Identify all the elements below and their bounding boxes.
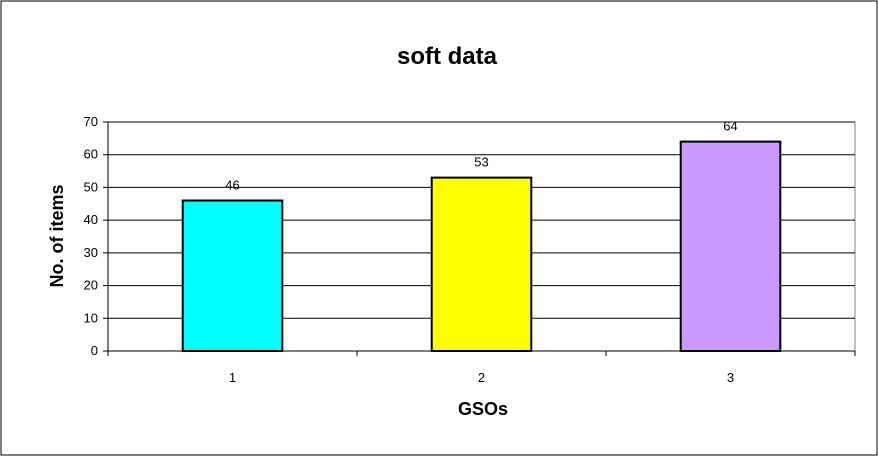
y-tick-label: 30 <box>84 245 98 260</box>
y-axis-title: No. of items <box>47 184 67 287</box>
data-label: 64 <box>723 119 737 134</box>
chart-title: soft data <box>397 43 498 70</box>
x-axis-title: GSOs <box>458 399 508 419</box>
y-tick-label: 0 <box>91 343 98 358</box>
plot-area: 0 10 20 30 40 50 60 70 46 1 53 2 64 3 <box>84 114 856 385</box>
data-label: 53 <box>474 155 488 170</box>
bar-2 <box>430 176 533 352</box>
bar-3 <box>679 140 782 352</box>
data-label: 46 <box>225 178 239 193</box>
y-tick-label: 20 <box>84 278 98 293</box>
x-tick-label: 1 <box>229 370 236 385</box>
bar-1 <box>181 199 284 352</box>
y-tick-label: 70 <box>84 114 98 129</box>
x-tick-label: 2 <box>478 370 485 385</box>
x-tick-label: 3 <box>727 370 734 385</box>
y-tick-label: 50 <box>84 179 98 194</box>
y-tick-label: 10 <box>84 310 98 325</box>
y-tick-label: 60 <box>84 147 98 162</box>
y-tick-label: 40 <box>84 212 98 227</box>
